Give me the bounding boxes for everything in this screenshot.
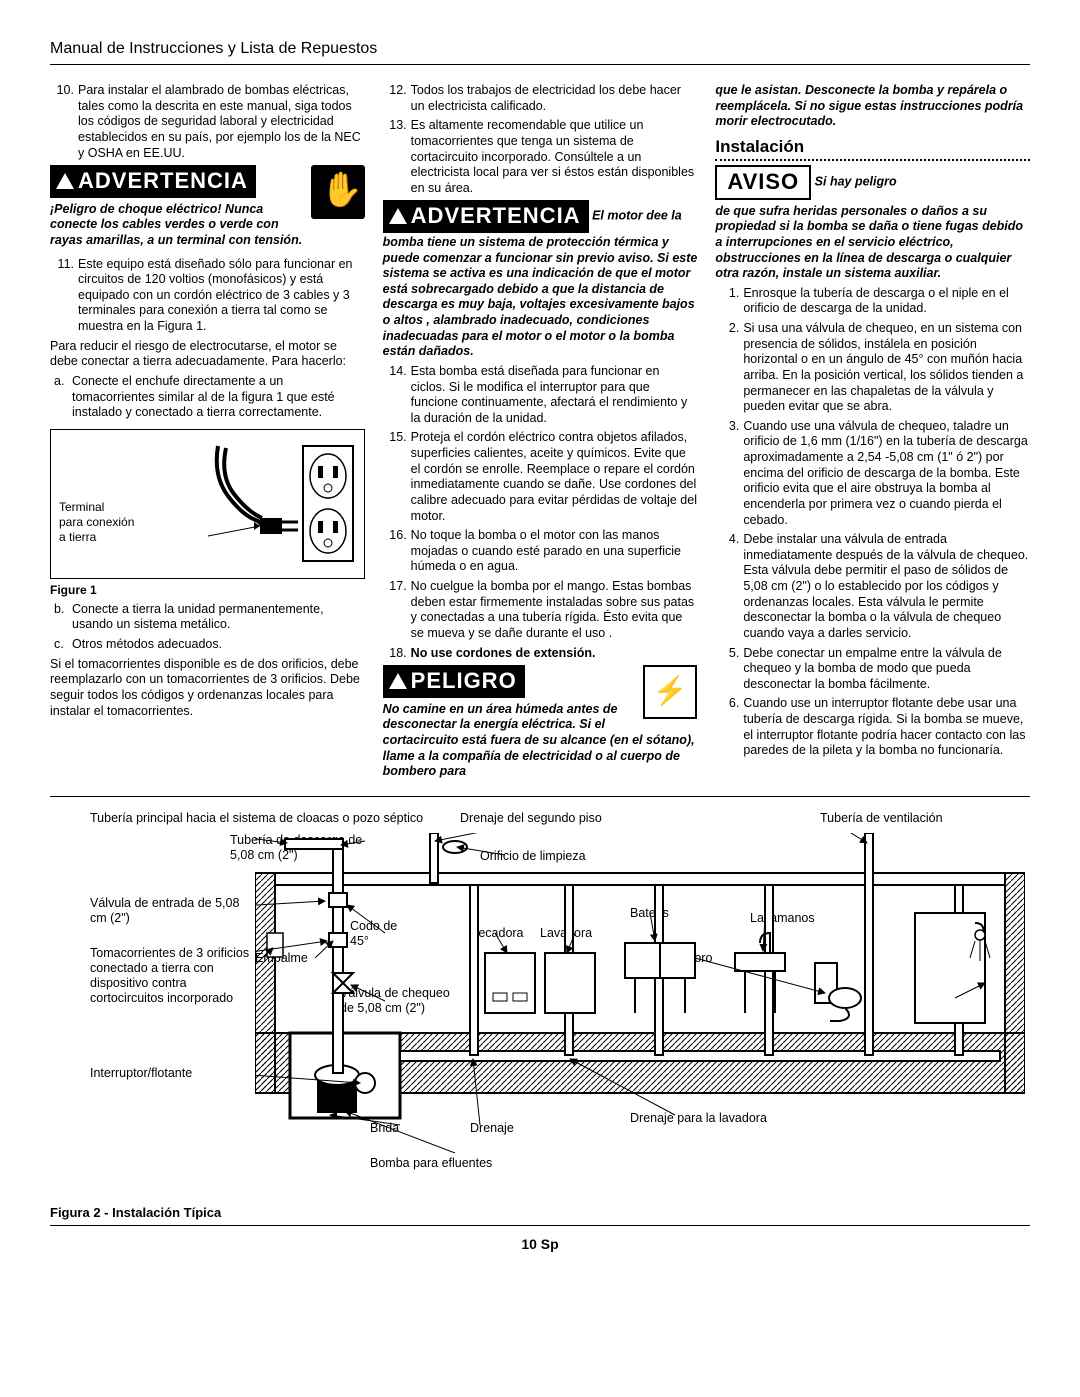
warning-block: ADVERTENCIA El motor dee la [383, 200, 698, 233]
list-item: 3.Cuando use una válvula de chequeo, tal… [715, 419, 1030, 528]
paragraph: Para reducir el riesgo de electrocutarse… [50, 339, 365, 370]
warning-text: bomba tiene un sistema de protección tér… [383, 235, 698, 360]
list-item: a.Conecte el enchufe directamente a un t… [50, 374, 365, 421]
page-header: Manual de Instrucciones y Lista de Repue… [50, 40, 1030, 58]
list-item: 13.Es altamente recomendable que utilice… [383, 118, 698, 196]
list-item: 16.No toque la bomba o el motor con las … [383, 528, 698, 575]
diagram-top-rule [50, 796, 1030, 797]
list-item: 6.Cuando use un interruptor flotante deb… [715, 696, 1030, 759]
diagram-label: Tomacorrientes de 3 orificios conectado … [90, 946, 255, 1006]
diagram-label: Bomba para efluentes [370, 1156, 492, 1171]
diagram-label: Tubería de ventilación [820, 811, 943, 826]
diagram-label: Interruptor/flotante [90, 1066, 250, 1081]
list-item: 18.No use cordones de extensión. [383, 646, 698, 662]
slip-fall-icon: ⚡ [643, 665, 697, 719]
continued-text: que le asistan. Desconecte la bomba y re… [715, 83, 1030, 130]
list-item: 5.Debe conectar un empalme entre la válv… [715, 646, 1030, 693]
advertencia-label: ADVERTENCIA [383, 200, 589, 233]
column-2: 12.Todos los trabajos de electricidad lo… [383, 83, 698, 788]
figure-2-caption: Figura 2 - Instalación Típica [50, 1205, 221, 1221]
list-item: b.Conecte a tierra la unidad permanentem… [50, 602, 365, 633]
diagram-label: Válvula de entrada de 5,08 cm (2") [90, 896, 240, 926]
figure-1-text: Terminalpara conexióna tierra [59, 500, 159, 545]
list-item: 15.Proteja el cordón eléctrico contra ob… [383, 430, 698, 524]
aviso-lead: Si hay peligro [815, 175, 897, 189]
section-heading: Instalación [715, 136, 1030, 161]
figure-2-diagram: Tubería principal hacia el sistema de cl… [50, 811, 1030, 1221]
list-item: 11.Este equipo está diseñado sólo para f… [50, 257, 365, 335]
warning-block: ADVERTENCIA ¡Peligro de choque eléctrico… [50, 165, 365, 252]
list-item: 1.Enrosque la tubería de descarga o el n… [715, 286, 1030, 317]
page-number: 10 Sp [50, 1236, 1030, 1252]
diagram-label: Tubería principal hacia el sistema de cl… [90, 811, 430, 826]
footer-rule [50, 1225, 1030, 1226]
installation-diagram-svg [255, 833, 1025, 1153]
text-columns: 10.Para instalar el alambrado de bombas … [50, 83, 1030, 788]
column-3: que le asistan. Desconecte la bomba y re… [715, 83, 1030, 788]
paragraph: Si el tomacorrientes disponible es de do… [50, 657, 365, 720]
list-item: 12.Todos los trabajos de electricidad lo… [383, 83, 698, 114]
aviso-label: AVISO [715, 165, 811, 200]
figure-1-label: Figure 1 [50, 583, 365, 598]
advertencia-label: ADVERTENCIA [50, 165, 256, 198]
list-item: 10.Para instalar el alambrado de bombas … [50, 83, 365, 161]
aviso-block: AVISO Si hay peligro [715, 165, 1030, 200]
peligro-label: PELIGRO [383, 665, 525, 698]
list-item: 4.Debe instalar una válvula de entrada i… [715, 532, 1030, 641]
header-rule [50, 64, 1030, 65]
list-item: c.Otros métodos adecuados. [50, 637, 365, 653]
figure-1-box: Terminalpara conexióna tierra [50, 429, 365, 579]
plug-outlet-icon [208, 436, 358, 566]
warning-lead: El motor dee la [592, 209, 682, 223]
diagram-label: Drenaje del segundo piso [460, 811, 602, 826]
list-item: 14.Esta bomba está diseñada para funcion… [383, 364, 698, 427]
list-item: 2.Si usa una válvula de chequeo, en un s… [715, 321, 1030, 415]
list-item: 17.No cuelgue la bomba por el mango. Est… [383, 579, 698, 642]
column-1: 10.Para instalar el alambrado de bombas … [50, 83, 365, 788]
aviso-text: de que sufra heridas personales o daños … [715, 204, 1030, 282]
shock-hand-icon [311, 165, 365, 219]
danger-block: ⚡ PELIGRO No camine en un área húmeda an… [383, 665, 698, 784]
